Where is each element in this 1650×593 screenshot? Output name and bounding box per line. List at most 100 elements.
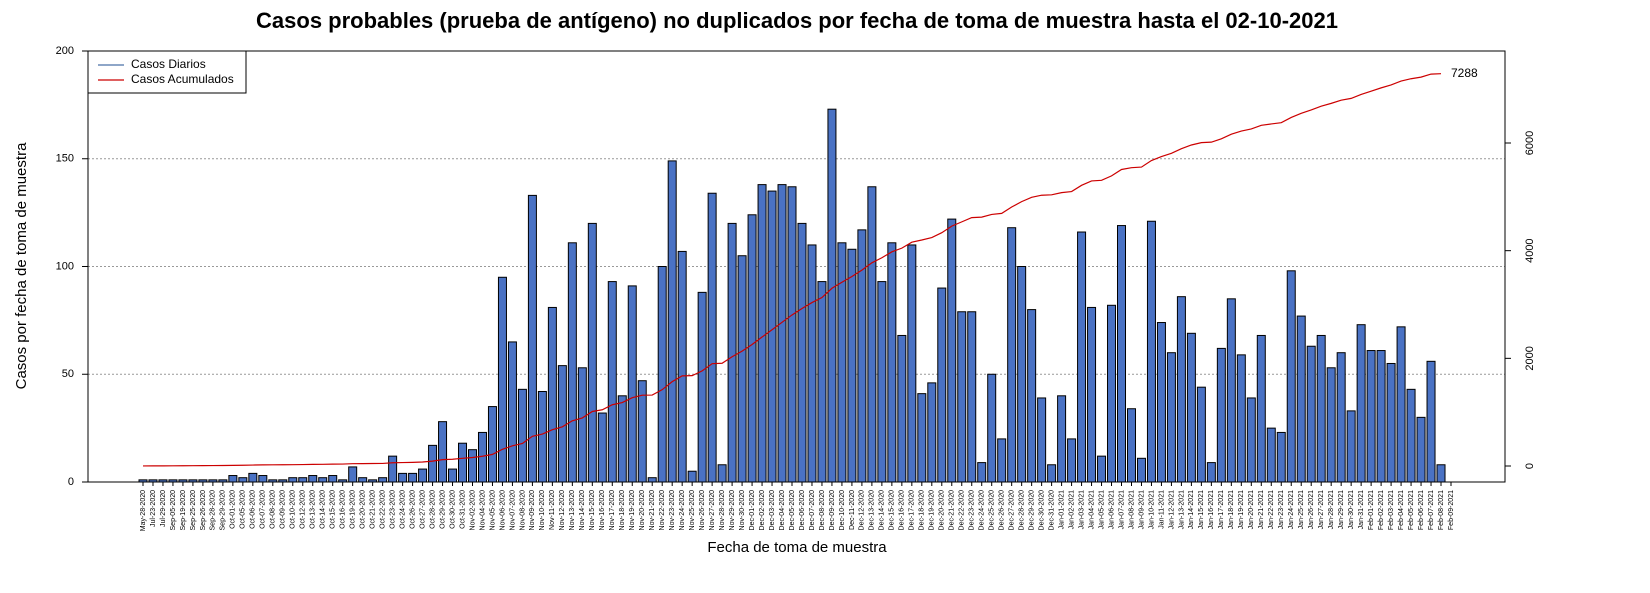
bar xyxy=(1346,410,1356,483)
x-tick-label: Oct-28-2020 xyxy=(429,490,436,529)
x-tick-label: Feb-02-2021 xyxy=(1378,490,1385,530)
bar xyxy=(1436,464,1446,483)
bar xyxy=(1426,360,1436,483)
y2-tick-label: 6000 xyxy=(1524,131,1536,155)
x-tick-label: Oct-27-2020 xyxy=(419,490,426,529)
bar xyxy=(987,373,997,483)
x-tick-label: Jul-29-2020 xyxy=(160,490,167,527)
x-tick-label: Jul-23-2020 xyxy=(150,490,157,527)
x-tick-label: Jan-20-2021 xyxy=(1248,490,1255,529)
bar xyxy=(607,281,617,483)
bar xyxy=(358,477,368,483)
bar xyxy=(1256,334,1266,483)
x-tick-label: Oct-12-2020 xyxy=(300,490,307,529)
bar xyxy=(487,406,497,483)
bar xyxy=(388,455,398,483)
x-tick-label: Nov-25-2020 xyxy=(689,490,696,531)
x-tick-label: Dec-24-2020 xyxy=(979,490,986,531)
bar xyxy=(228,475,238,483)
x-tick-label: Sep-26-2020 xyxy=(200,490,207,531)
x-tick-label: Sep-28-2020 xyxy=(210,490,217,531)
x-tick-label: Dec-27-2020 xyxy=(1009,490,1016,531)
bar xyxy=(697,291,707,483)
y-tick-label: 200 xyxy=(56,45,74,57)
bar xyxy=(827,108,837,483)
bar xyxy=(438,421,448,483)
x-tick-label: Nov-26-2020 xyxy=(699,490,706,531)
x-tick-label: Dec-25-2020 xyxy=(989,490,996,531)
bar xyxy=(1077,231,1087,483)
x-tick-label: Nov-07-2020 xyxy=(509,490,516,531)
bar xyxy=(1156,322,1166,483)
x-tick-label: Nov-14-2020 xyxy=(579,490,586,531)
x-tick-label: Jan-26-2021 xyxy=(1308,490,1315,529)
x-tick-label: Dec-02-2020 xyxy=(759,490,766,531)
x-tick-label: Dec-09-2020 xyxy=(829,490,836,531)
bar xyxy=(597,412,607,483)
x-tick-label: Jan-29-2021 xyxy=(1338,490,1345,529)
bar xyxy=(587,222,597,483)
x-tick-label: Nov-19-2020 xyxy=(629,490,636,531)
x-tick-label: Dec-07-2020 xyxy=(809,490,816,531)
x-tick-label: Dec-17-2020 xyxy=(909,490,916,531)
bar xyxy=(1266,427,1276,483)
bar xyxy=(467,449,477,483)
x-tick-label: Dec-31-2020 xyxy=(1048,490,1055,531)
bar xyxy=(428,444,438,483)
bar xyxy=(248,472,258,483)
x-tick-label: Nov-09-2020 xyxy=(529,490,536,531)
x-tick-label: Dec-11-2020 xyxy=(849,490,856,530)
bar xyxy=(308,475,318,483)
bar xyxy=(817,281,827,483)
bar xyxy=(1107,304,1117,483)
bar xyxy=(557,365,567,483)
x-tick-label: Jan-14-2021 xyxy=(1188,490,1195,529)
bar xyxy=(977,462,987,483)
x-tick-label: Dec-21-2020 xyxy=(949,490,956,531)
x-tick-label: Jan-11-2021 xyxy=(1158,490,1165,529)
y-axis-label: Casos por fecha de toma de muestra xyxy=(13,142,30,389)
bar xyxy=(318,477,328,483)
x-tick-label: Nov-22-2020 xyxy=(659,490,666,531)
bar xyxy=(797,222,807,483)
x-tick-label: Nov-30-2020 xyxy=(739,490,746,531)
bar xyxy=(1146,220,1156,483)
bar xyxy=(1037,397,1047,483)
x-tick-label: Nov-11-2020 xyxy=(549,490,556,530)
x-tick-label: Dec-13-2020 xyxy=(869,490,876,531)
x-tick-label: Dec-14-2020 xyxy=(879,490,886,531)
bar xyxy=(937,287,947,483)
bar xyxy=(517,388,527,483)
x-tick-label: Jan-01-2021 xyxy=(1058,490,1065,529)
bar xyxy=(577,367,587,483)
bar xyxy=(1067,438,1077,483)
x-tick-label: Feb-05-2021 xyxy=(1408,490,1415,530)
bar xyxy=(1376,350,1386,483)
bar xyxy=(927,382,937,483)
y-tick-label: 50 xyxy=(62,368,74,380)
x-tick-label: Jan-30-2021 xyxy=(1348,490,1355,529)
bar xyxy=(627,285,637,483)
bar xyxy=(667,160,677,483)
bar xyxy=(727,222,737,483)
x-tick-label: Oct-19-2020 xyxy=(350,490,357,529)
x-tick-label: Dec-29-2020 xyxy=(1028,490,1035,531)
x-tick-label: Nov-18-2020 xyxy=(619,490,626,531)
bar xyxy=(1386,362,1396,483)
bar xyxy=(1017,266,1027,483)
x-tick-label: Jan-05-2021 xyxy=(1098,490,1105,529)
x-tick-label: Oct-14-2020 xyxy=(320,490,327,529)
bar xyxy=(1236,354,1246,483)
x-tick-label: Feb-08-2021 xyxy=(1438,490,1445,530)
bar xyxy=(1226,298,1236,483)
bar xyxy=(717,464,727,483)
bar xyxy=(1366,350,1376,483)
bar xyxy=(238,477,248,483)
x-tick-label: Nov-12-2020 xyxy=(559,490,566,531)
x-tick-label: Jan-28-2021 xyxy=(1328,490,1335,529)
x-tick-label: Dec-23-2020 xyxy=(969,490,976,531)
bar xyxy=(1356,324,1366,483)
y-tick-label: 150 xyxy=(56,153,74,165)
x-tick-label: Jan-31-2021 xyxy=(1358,490,1365,529)
